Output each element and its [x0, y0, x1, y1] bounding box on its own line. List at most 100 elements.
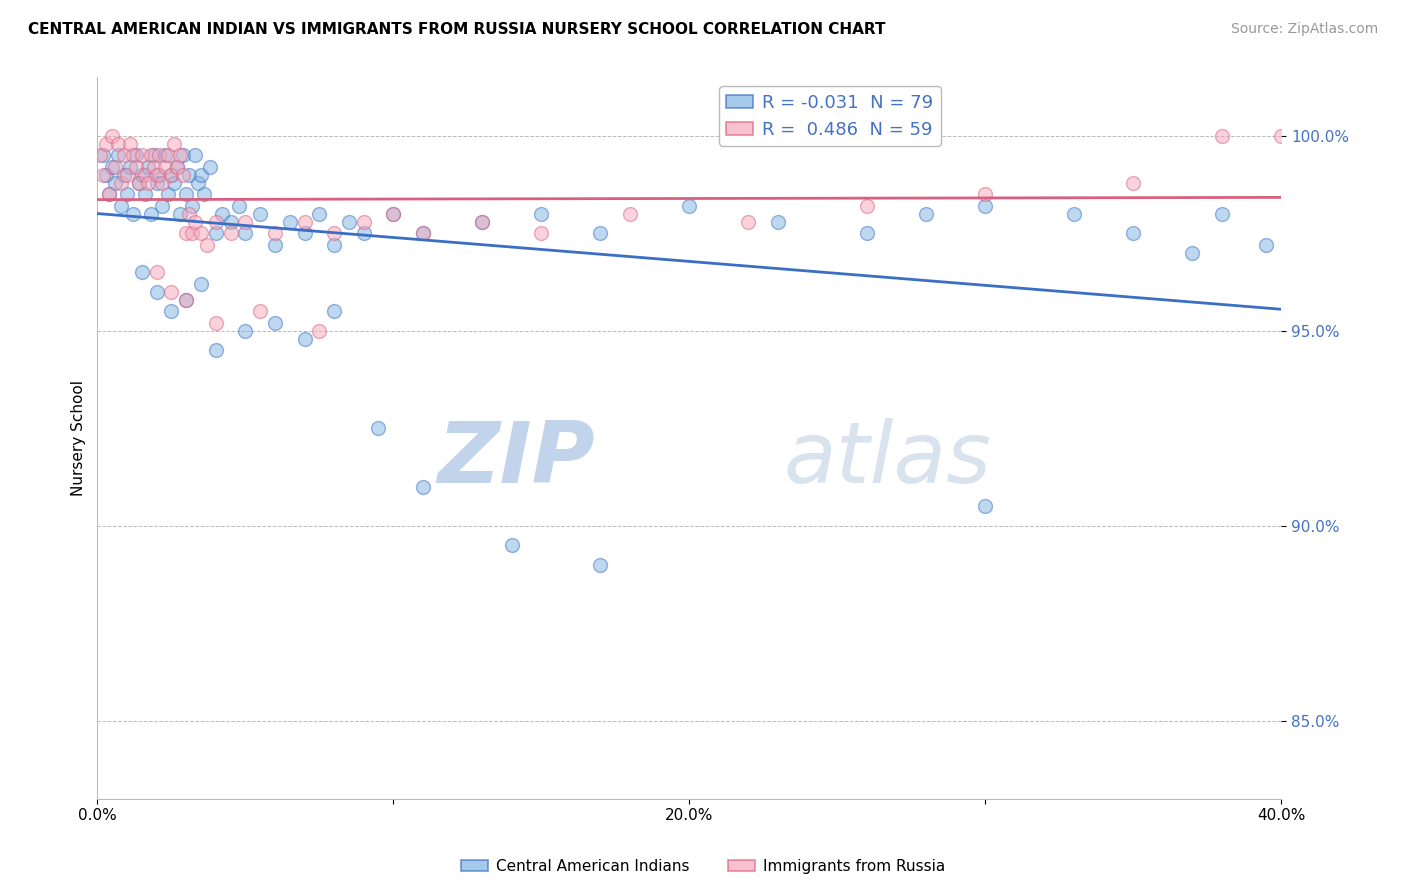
Point — [118, 160, 141, 174]
Point — [204, 227, 226, 241]
Point — [112, 168, 135, 182]
Point — [101, 128, 124, 143]
Point — [177, 168, 200, 182]
Point — [323, 238, 346, 252]
Point — [187, 176, 209, 190]
Point — [337, 215, 360, 229]
Point — [145, 176, 167, 190]
Point — [121, 207, 143, 221]
Point — [1063, 207, 1085, 221]
Point — [195, 238, 218, 252]
Point — [471, 215, 494, 229]
Point — [974, 187, 997, 202]
Point — [382, 207, 405, 221]
Point — [163, 136, 186, 151]
Point — [204, 215, 226, 229]
Point — [160, 168, 183, 182]
Point — [737, 215, 759, 229]
Point — [855, 199, 877, 213]
Point — [169, 148, 191, 162]
Legend: Central American Indians, Immigrants from Russia: Central American Indians, Immigrants fro… — [454, 853, 952, 880]
Legend: R = -0.031  N = 79, R =  0.486  N = 59: R = -0.031 N = 79, R = 0.486 N = 59 — [718, 87, 941, 146]
Text: ZIP: ZIP — [437, 418, 595, 501]
Point — [115, 168, 138, 182]
Point — [142, 160, 165, 174]
Point — [678, 199, 700, 213]
Point — [294, 332, 316, 346]
Point — [264, 238, 287, 252]
Point — [104, 176, 127, 190]
Point — [169, 207, 191, 221]
Point — [471, 215, 494, 229]
Point — [152, 199, 174, 213]
Point — [233, 324, 256, 338]
Point — [148, 168, 170, 182]
Point — [160, 285, 183, 299]
Point — [136, 160, 159, 174]
Point — [412, 227, 434, 241]
Point — [219, 215, 242, 229]
Point — [382, 207, 405, 221]
Point — [198, 160, 221, 174]
Point — [766, 215, 789, 229]
Text: atlas: atlas — [785, 418, 991, 501]
Point — [104, 160, 127, 174]
Point — [125, 148, 148, 162]
Point — [249, 304, 271, 318]
Point — [204, 343, 226, 358]
Point — [294, 227, 316, 241]
Point — [134, 168, 156, 182]
Point — [139, 148, 162, 162]
Point — [501, 538, 523, 552]
Point — [101, 160, 124, 174]
Point — [96, 136, 118, 151]
Point — [219, 227, 242, 241]
Point — [353, 227, 375, 241]
Point — [142, 148, 165, 162]
Point — [1122, 227, 1144, 241]
Point — [855, 227, 877, 241]
Point — [145, 265, 167, 279]
Point — [308, 207, 330, 221]
Point — [107, 136, 129, 151]
Point — [155, 160, 177, 174]
Point — [115, 187, 138, 202]
Point — [98, 187, 121, 202]
Point — [160, 304, 183, 318]
Point — [190, 277, 212, 291]
Point — [278, 215, 301, 229]
Point — [152, 176, 174, 190]
Point — [98, 187, 121, 202]
Point — [184, 148, 207, 162]
Point — [172, 148, 194, 162]
Point — [190, 168, 212, 182]
Point — [91, 168, 114, 182]
Point — [412, 227, 434, 241]
Point — [412, 480, 434, 494]
Point — [184, 215, 207, 229]
Point — [145, 285, 167, 299]
Point — [174, 187, 197, 202]
Point — [233, 227, 256, 241]
Point — [148, 148, 170, 162]
Point — [110, 176, 132, 190]
Y-axis label: Nursery School: Nursery School — [72, 380, 86, 496]
Point — [1211, 207, 1233, 221]
Point — [190, 227, 212, 241]
Point — [1211, 128, 1233, 143]
Point — [181, 199, 204, 213]
Point — [145, 168, 167, 182]
Point — [174, 227, 197, 241]
Point — [974, 199, 997, 213]
Point — [367, 421, 389, 435]
Point — [125, 160, 148, 174]
Point — [128, 176, 150, 190]
Point — [157, 187, 180, 202]
Point — [163, 176, 186, 190]
Point — [91, 148, 114, 162]
Point — [589, 558, 612, 572]
Point — [96, 168, 118, 182]
Point — [249, 207, 271, 221]
Point — [530, 227, 553, 241]
Point — [110, 199, 132, 213]
